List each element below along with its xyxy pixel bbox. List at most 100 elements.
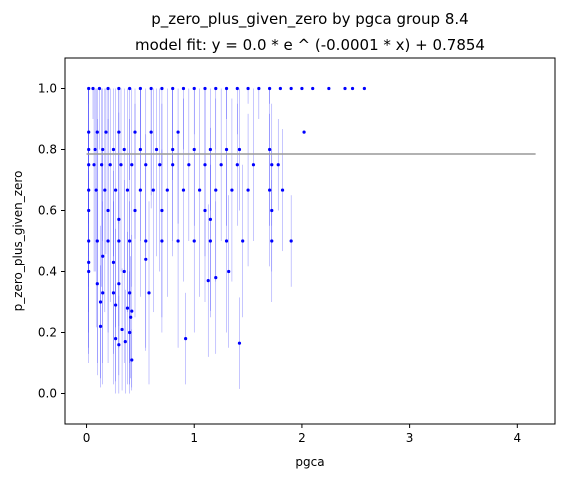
data-point (87, 208, 91, 213)
data-point (106, 239, 110, 243)
data-point (87, 260, 91, 264)
data-point (268, 188, 272, 192)
data-point (106, 86, 110, 91)
data-point (165, 188, 169, 192)
data-point (123, 340, 127, 344)
data-point (171, 147, 175, 152)
x-tick-label: 0 (83, 431, 91, 445)
x-tick-label: 4 (513, 431, 521, 445)
chart-subtitle: model fit: y = 0.0 * e ^ (-0.0001 * x) +… (135, 36, 485, 54)
data-point (130, 358, 134, 362)
data-point (104, 130, 108, 134)
data-point (278, 86, 282, 91)
data-point (129, 315, 133, 319)
data-point (230, 188, 234, 192)
data-point (257, 86, 261, 91)
data-point (138, 147, 142, 152)
data-point (181, 188, 186, 192)
data-point (128, 86, 132, 91)
data-point (280, 188, 285, 192)
data-point (181, 86, 186, 91)
x-axis-label: pgca (295, 455, 324, 469)
points-group (87, 86, 366, 362)
y-axis: 0.0 0.2 0.4 0.6 0.8 1.0 (38, 82, 65, 401)
chart-title: p_zero_plus_given_zero by pgca group 8.4 (151, 10, 468, 29)
data-point (235, 86, 239, 91)
data-point (219, 163, 223, 167)
data-point (276, 163, 280, 167)
y-tick-label: 0.0 (38, 387, 57, 401)
data-point (114, 188, 118, 192)
data-point (133, 208, 137, 213)
data-point (138, 86, 142, 91)
data-point (117, 282, 121, 286)
data-point (87, 130, 91, 134)
data-point (302, 130, 306, 134)
data-point (101, 291, 105, 295)
data-point (160, 208, 164, 213)
data-point (327, 86, 331, 91)
data-point (214, 86, 218, 91)
data-point (95, 130, 99, 134)
y-tick-label: 0.2 (38, 326, 57, 340)
data-point (95, 239, 99, 243)
data-point (158, 163, 162, 167)
data-point (97, 86, 102, 91)
data-point (114, 337, 118, 341)
data-point (111, 147, 116, 152)
data-point (101, 147, 105, 152)
data-point (114, 303, 118, 307)
data-point (117, 217, 121, 221)
data-point (144, 239, 148, 243)
data-point (198, 188, 202, 192)
y-tick-label: 0.4 (38, 265, 57, 279)
data-point (235, 163, 239, 167)
data-point (144, 163, 148, 167)
data-point (237, 147, 242, 152)
data-point (106, 208, 110, 213)
data-point (128, 291, 132, 295)
data-point (149, 86, 153, 91)
data-point (98, 300, 103, 304)
data-point (138, 188, 142, 192)
data-point (203, 86, 207, 91)
data-point (214, 276, 218, 280)
y-tick-label: 0.8 (38, 143, 57, 157)
data-point (237, 341, 242, 345)
data-point (300, 86, 304, 91)
data-point (246, 188, 250, 192)
data-point (122, 269, 126, 274)
data-point (93, 147, 97, 152)
y-tick-label: 1.0 (38, 82, 57, 96)
data-point (192, 239, 196, 243)
x-axis: 0 1 2 3 4 (83, 424, 521, 445)
data-point (268, 86, 272, 91)
data-point (125, 188, 130, 192)
data-point (224, 86, 229, 91)
data-point (289, 86, 293, 91)
data-point (95, 282, 99, 286)
data-point (176, 239, 180, 243)
data-point (203, 163, 207, 167)
data-point (117, 343, 121, 347)
y-axis-label: p_zero_plus_given_zero (11, 171, 25, 312)
data-point (94, 188, 98, 192)
data-point (270, 208, 274, 213)
data-point (147, 291, 151, 295)
data-point (208, 147, 212, 152)
data-point (184, 337, 188, 341)
data-point (187, 163, 191, 167)
data-point (103, 188, 107, 192)
x-tick-label: 3 (406, 431, 414, 445)
data-point (117, 239, 121, 243)
data-point (151, 188, 155, 192)
data-point (208, 239, 212, 243)
data-point (98, 324, 103, 328)
data-point (87, 163, 91, 167)
data-point (192, 147, 196, 152)
data-point (171, 163, 175, 167)
data-point (224, 239, 229, 243)
data-point (144, 257, 148, 261)
data-point (227, 269, 231, 274)
data-point (171, 86, 175, 91)
